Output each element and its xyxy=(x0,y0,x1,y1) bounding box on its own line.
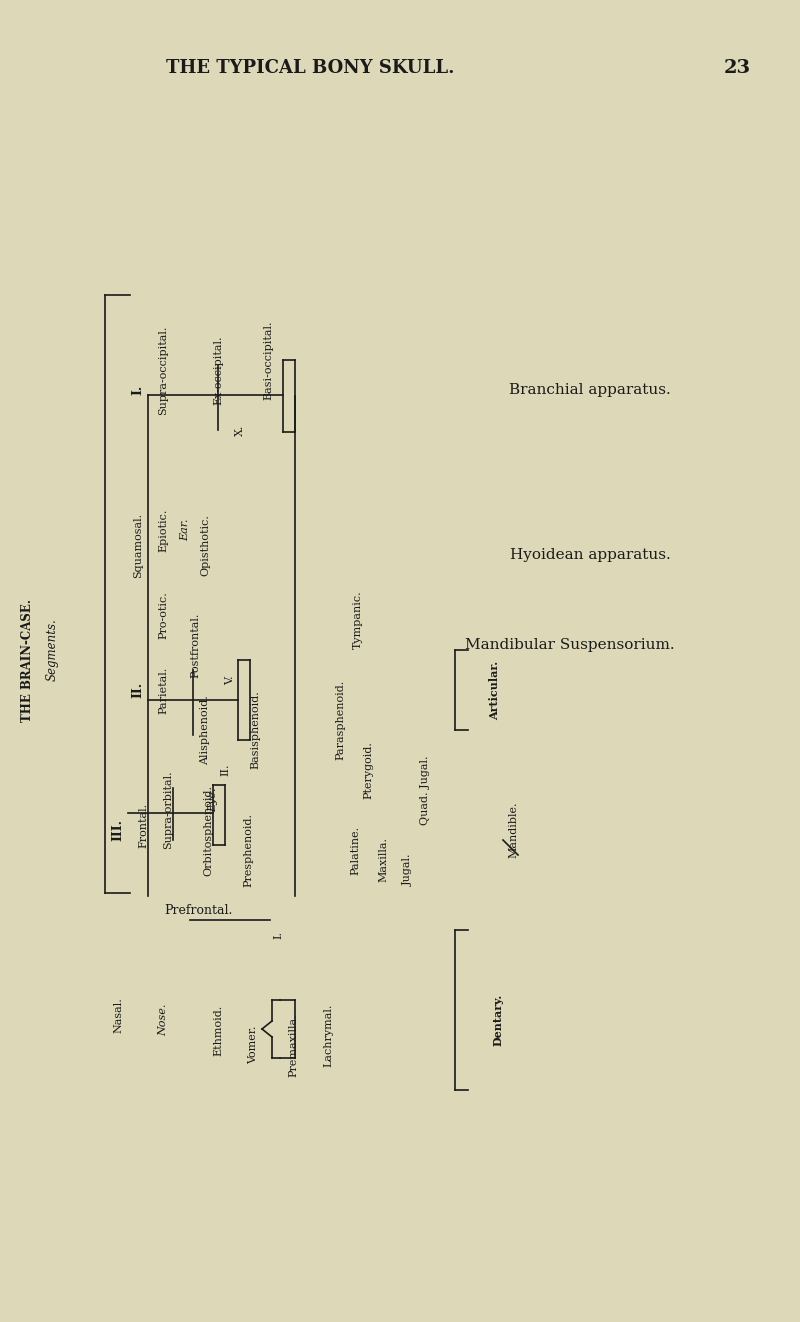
Text: Branchial apparatus.: Branchial apparatus. xyxy=(509,383,671,397)
Text: Vomer.: Vomer. xyxy=(248,1026,258,1064)
Text: Frontal.: Frontal. xyxy=(138,802,148,847)
Text: Supra-orbital.: Supra-orbital. xyxy=(163,771,173,849)
Text: Presphenoid.: Presphenoid. xyxy=(243,813,253,887)
Text: I.: I. xyxy=(131,385,145,395)
Text: Articular.: Articular. xyxy=(490,661,501,719)
Text: Quad. Jugal.: Quad. Jugal. xyxy=(420,755,430,825)
Text: Jugal.: Jugal. xyxy=(403,854,413,886)
Text: Mandible.: Mandible. xyxy=(508,801,518,858)
Text: I.: I. xyxy=(273,931,283,939)
Text: III.: III. xyxy=(111,820,125,841)
Text: Parietal.: Parietal. xyxy=(158,666,168,714)
Text: Supra-occipital.: Supra-occipital. xyxy=(158,325,168,415)
Text: Lachrymal.: Lachrymal. xyxy=(323,1003,333,1067)
Text: Nose.: Nose. xyxy=(158,1003,168,1036)
Text: Tympanic.: Tympanic. xyxy=(353,591,363,649)
Text: Nasal.: Nasal. xyxy=(113,997,123,1032)
Text: Segments.: Segments. xyxy=(46,619,58,681)
Text: Mandibular Suspensorium.: Mandibular Suspensorium. xyxy=(465,639,675,652)
Text: II.: II. xyxy=(131,682,145,698)
Text: Pro-otic.: Pro-otic. xyxy=(158,591,168,639)
Text: Squamosal.: Squamosal. xyxy=(133,513,143,578)
Text: Hyoidean apparatus.: Hyoidean apparatus. xyxy=(510,549,670,562)
Text: Orbitosphenoid.: Orbitosphenoid. xyxy=(203,784,213,875)
Text: Prefrontal.: Prefrontal. xyxy=(164,903,232,916)
Text: Palatine.: Palatine. xyxy=(350,825,360,875)
Text: THE TYPICAL BONY SKULL.: THE TYPICAL BONY SKULL. xyxy=(166,59,454,77)
Text: X.: X. xyxy=(235,424,245,436)
Text: Pterygoid.: Pterygoid. xyxy=(363,742,373,798)
Text: Dentary.: Dentary. xyxy=(493,994,503,1046)
Text: Epiotic.: Epiotic. xyxy=(158,509,168,551)
Text: Ethmoid.: Ethmoid. xyxy=(213,1005,223,1056)
Text: II.: II. xyxy=(220,764,230,776)
Text: V.: V. xyxy=(225,676,235,685)
Text: Premaxilla.: Premaxilla. xyxy=(288,1013,298,1077)
Text: Ear.: Ear. xyxy=(180,518,190,541)
Text: Postfrontal.: Postfrontal. xyxy=(190,612,200,678)
Text: 23: 23 xyxy=(723,59,750,77)
Text: THE BRAIN-CASE.: THE BRAIN-CASE. xyxy=(22,599,34,722)
Text: Alisphenoid.: Alisphenoid. xyxy=(200,695,210,765)
Text: Ex-occipital.: Ex-occipital. xyxy=(213,336,223,405)
Text: Basisphenoid.: Basisphenoid. xyxy=(250,690,260,769)
Text: Eye.: Eye. xyxy=(208,788,218,812)
Text: Parasphenoid.: Parasphenoid. xyxy=(335,680,345,760)
Text: Basi-occipital.: Basi-occipital. xyxy=(263,320,273,399)
Text: Opisthotic.: Opisthotic. xyxy=(200,514,210,576)
Text: Maxilla.: Maxilla. xyxy=(378,838,388,883)
